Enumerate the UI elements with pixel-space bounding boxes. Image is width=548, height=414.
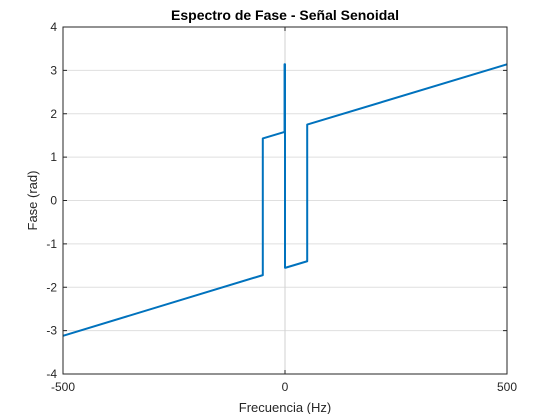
series-layer <box>62 63 508 337</box>
y-axis-label: Fase (rad) <box>25 171 40 231</box>
y-tick-label: -3 <box>46 324 57 338</box>
chart-title: Espectro de Fase - Señal Senoidal <box>171 7 399 23</box>
y-tick-label: -4 <box>46 367 57 381</box>
tick-layer: -4 -3 -2 -1 0 1 2 3 4 -500 0 500 <box>46 20 517 394</box>
x-axis-label: Frecuencia (Hz) <box>239 400 331 414</box>
y-tick-label: 0 <box>50 194 57 208</box>
y-tick-label: 1 <box>50 150 57 164</box>
x-tick-label: -500 <box>51 380 75 394</box>
y-tick-label: 2 <box>50 107 57 121</box>
y-tick-label: 3 <box>50 63 57 77</box>
phase-series-line <box>62 63 508 337</box>
y-tick-label: -2 <box>46 280 57 294</box>
y-tick-label: 4 <box>50 20 57 34</box>
x-tick-label: 0 <box>282 380 289 394</box>
x-tick-label: 500 <box>497 380 517 394</box>
y-tick-label: -1 <box>46 237 57 251</box>
